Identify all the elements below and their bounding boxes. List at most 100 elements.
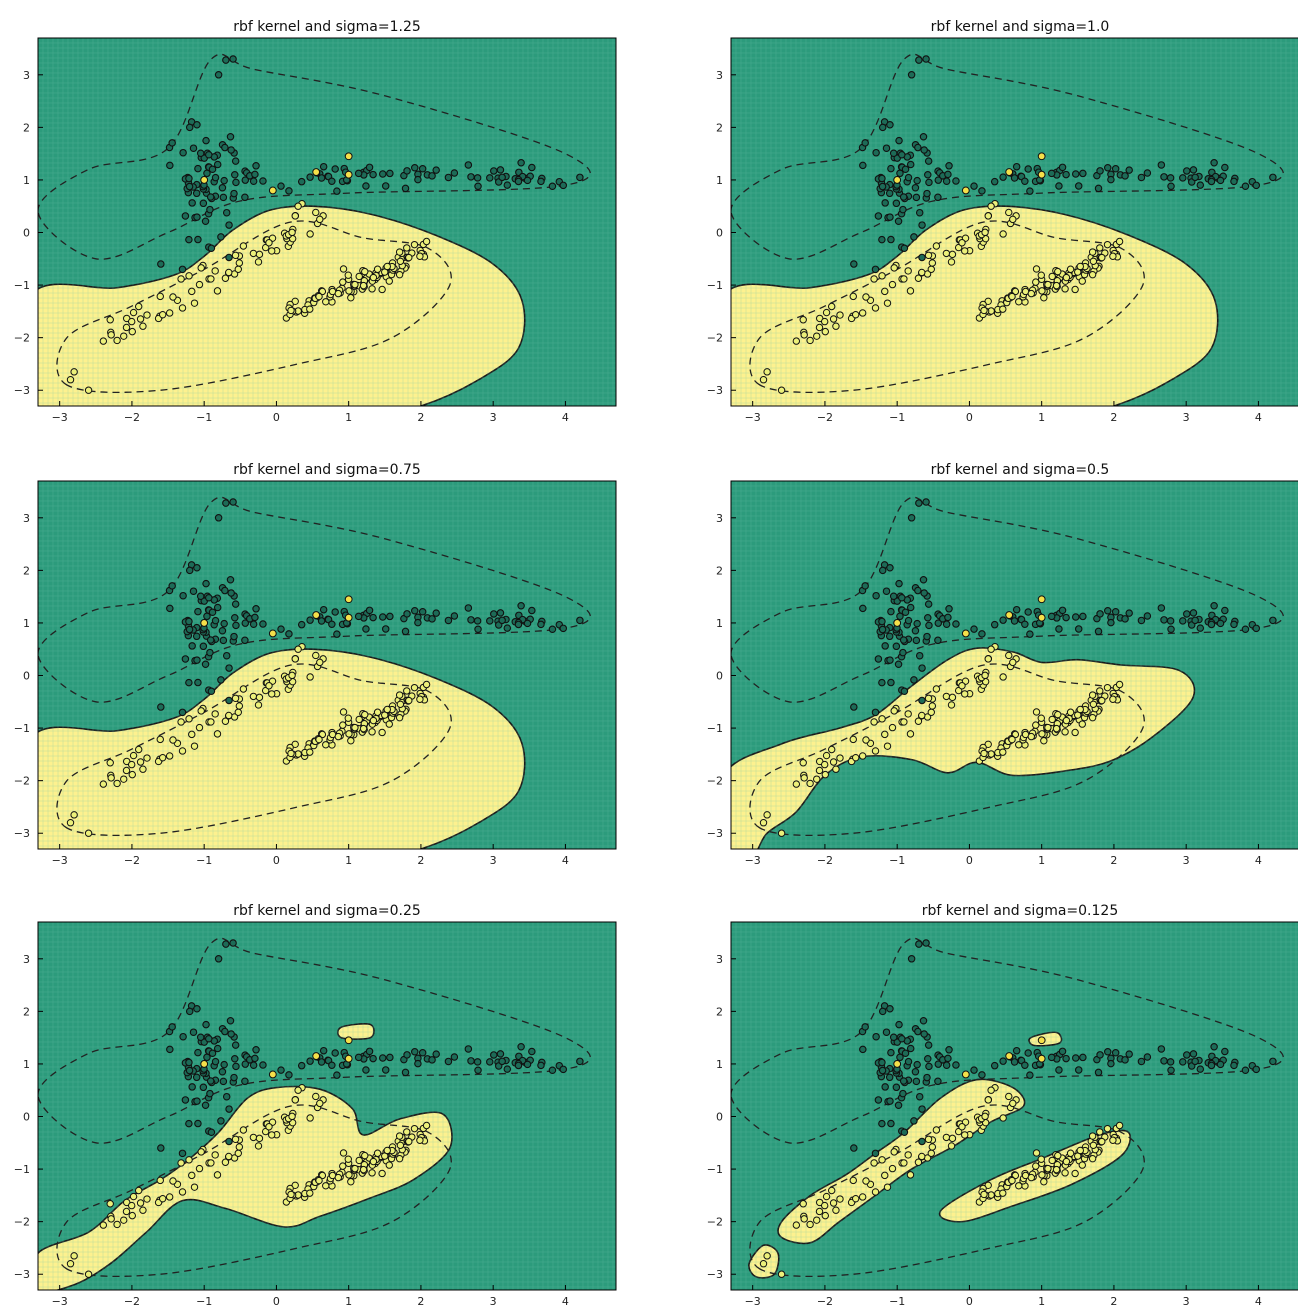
data-point [942,177,951,185]
data-point [136,315,145,323]
data-point [1078,1161,1086,1169]
y-tick-label: −2 [14,332,30,345]
data-point [888,723,897,732]
data-point [316,658,324,667]
data-point [870,275,878,283]
data-point [924,1135,933,1143]
x-tick-label: −1 [889,1295,905,1308]
decision-region [337,1023,375,1040]
data-point [185,174,193,183]
data-point [919,575,928,584]
data-point [193,1004,201,1013]
data-point [850,260,858,268]
data-point [763,1252,771,1260]
data-point [537,177,545,186]
y-tick-label: 1 [716,1058,723,1071]
data-point [181,655,190,663]
data-point [981,228,989,237]
data-point [1166,1058,1175,1066]
data-point [999,1057,1007,1065]
data-point [306,1189,314,1197]
data-point [179,148,187,157]
data-point [355,1156,363,1165]
data-point [883,1183,892,1191]
data-point [450,612,459,620]
data-point [1166,617,1175,625]
data-point [1054,1151,1062,1160]
data-point [822,308,831,317]
data-point [385,1161,393,1169]
data-point [107,331,115,339]
data-point [944,1054,952,1063]
data-point [759,1260,768,1268]
data-point [136,1199,145,1207]
x-tick-label: 4 [1255,1295,1262,1308]
data-point [268,629,277,638]
data-point [232,621,240,630]
data-point [1021,620,1029,629]
data-point [128,770,136,779]
data-point [294,645,302,653]
data-point [312,651,320,660]
data-point [1071,1169,1079,1178]
data-point [265,682,273,690]
data-point [858,1193,867,1201]
data-point [559,624,568,633]
data-point [1040,1178,1048,1186]
data-point [1047,1053,1056,1062]
data-point [129,1192,138,1201]
data-point [1062,716,1071,725]
data-point [958,239,966,247]
data-point [861,139,869,147]
x-tick-label: 4 [562,854,569,867]
data-point [285,1071,293,1079]
data-point [193,120,201,129]
data-point [139,765,147,773]
data-point [870,718,878,726]
y-tick-label: 0 [23,670,30,683]
data-point [225,268,233,277]
data-point [1071,285,1079,294]
y-tick-label: −1 [707,722,723,735]
data-point [961,247,969,255]
data-point [952,620,960,628]
data-point [1079,612,1087,621]
data-point [386,1053,394,1062]
data-point [932,685,941,693]
data-point [871,1188,880,1196]
data-point [899,1077,908,1085]
data-point [859,1045,867,1054]
data-point [1024,1049,1032,1057]
data-point [188,287,196,296]
data-point [911,183,920,192]
panel-4: rbf kernel and sigma=0.5 −3 −2 −1 0 1 2 3 4 −3 −2 −… [707,462,1298,867]
data-point [395,713,404,722]
data-point [193,563,201,572]
data-point [234,708,242,716]
data-point [862,1177,870,1185]
data-point [403,244,411,252]
data-point [201,1101,210,1109]
data-point [220,176,228,185]
data-point [196,592,205,601]
data-point [381,1066,390,1074]
data-point [1071,170,1080,178]
data-point [410,163,419,172]
data-point [218,1067,227,1076]
data-point [401,184,410,193]
data-point [473,617,482,625]
data-point [139,1206,147,1214]
data-point [1103,683,1112,692]
data-point [922,55,930,63]
data-point [227,1030,235,1038]
data-point [947,1142,956,1150]
data-point [285,630,293,638]
data-point [185,123,194,132]
data-point [128,1211,136,1220]
data-point [1103,1047,1112,1056]
data-point [1078,720,1086,728]
data-point [829,1199,838,1207]
data-point [927,265,935,273]
data-point [1044,723,1052,732]
data-point [1052,281,1061,290]
